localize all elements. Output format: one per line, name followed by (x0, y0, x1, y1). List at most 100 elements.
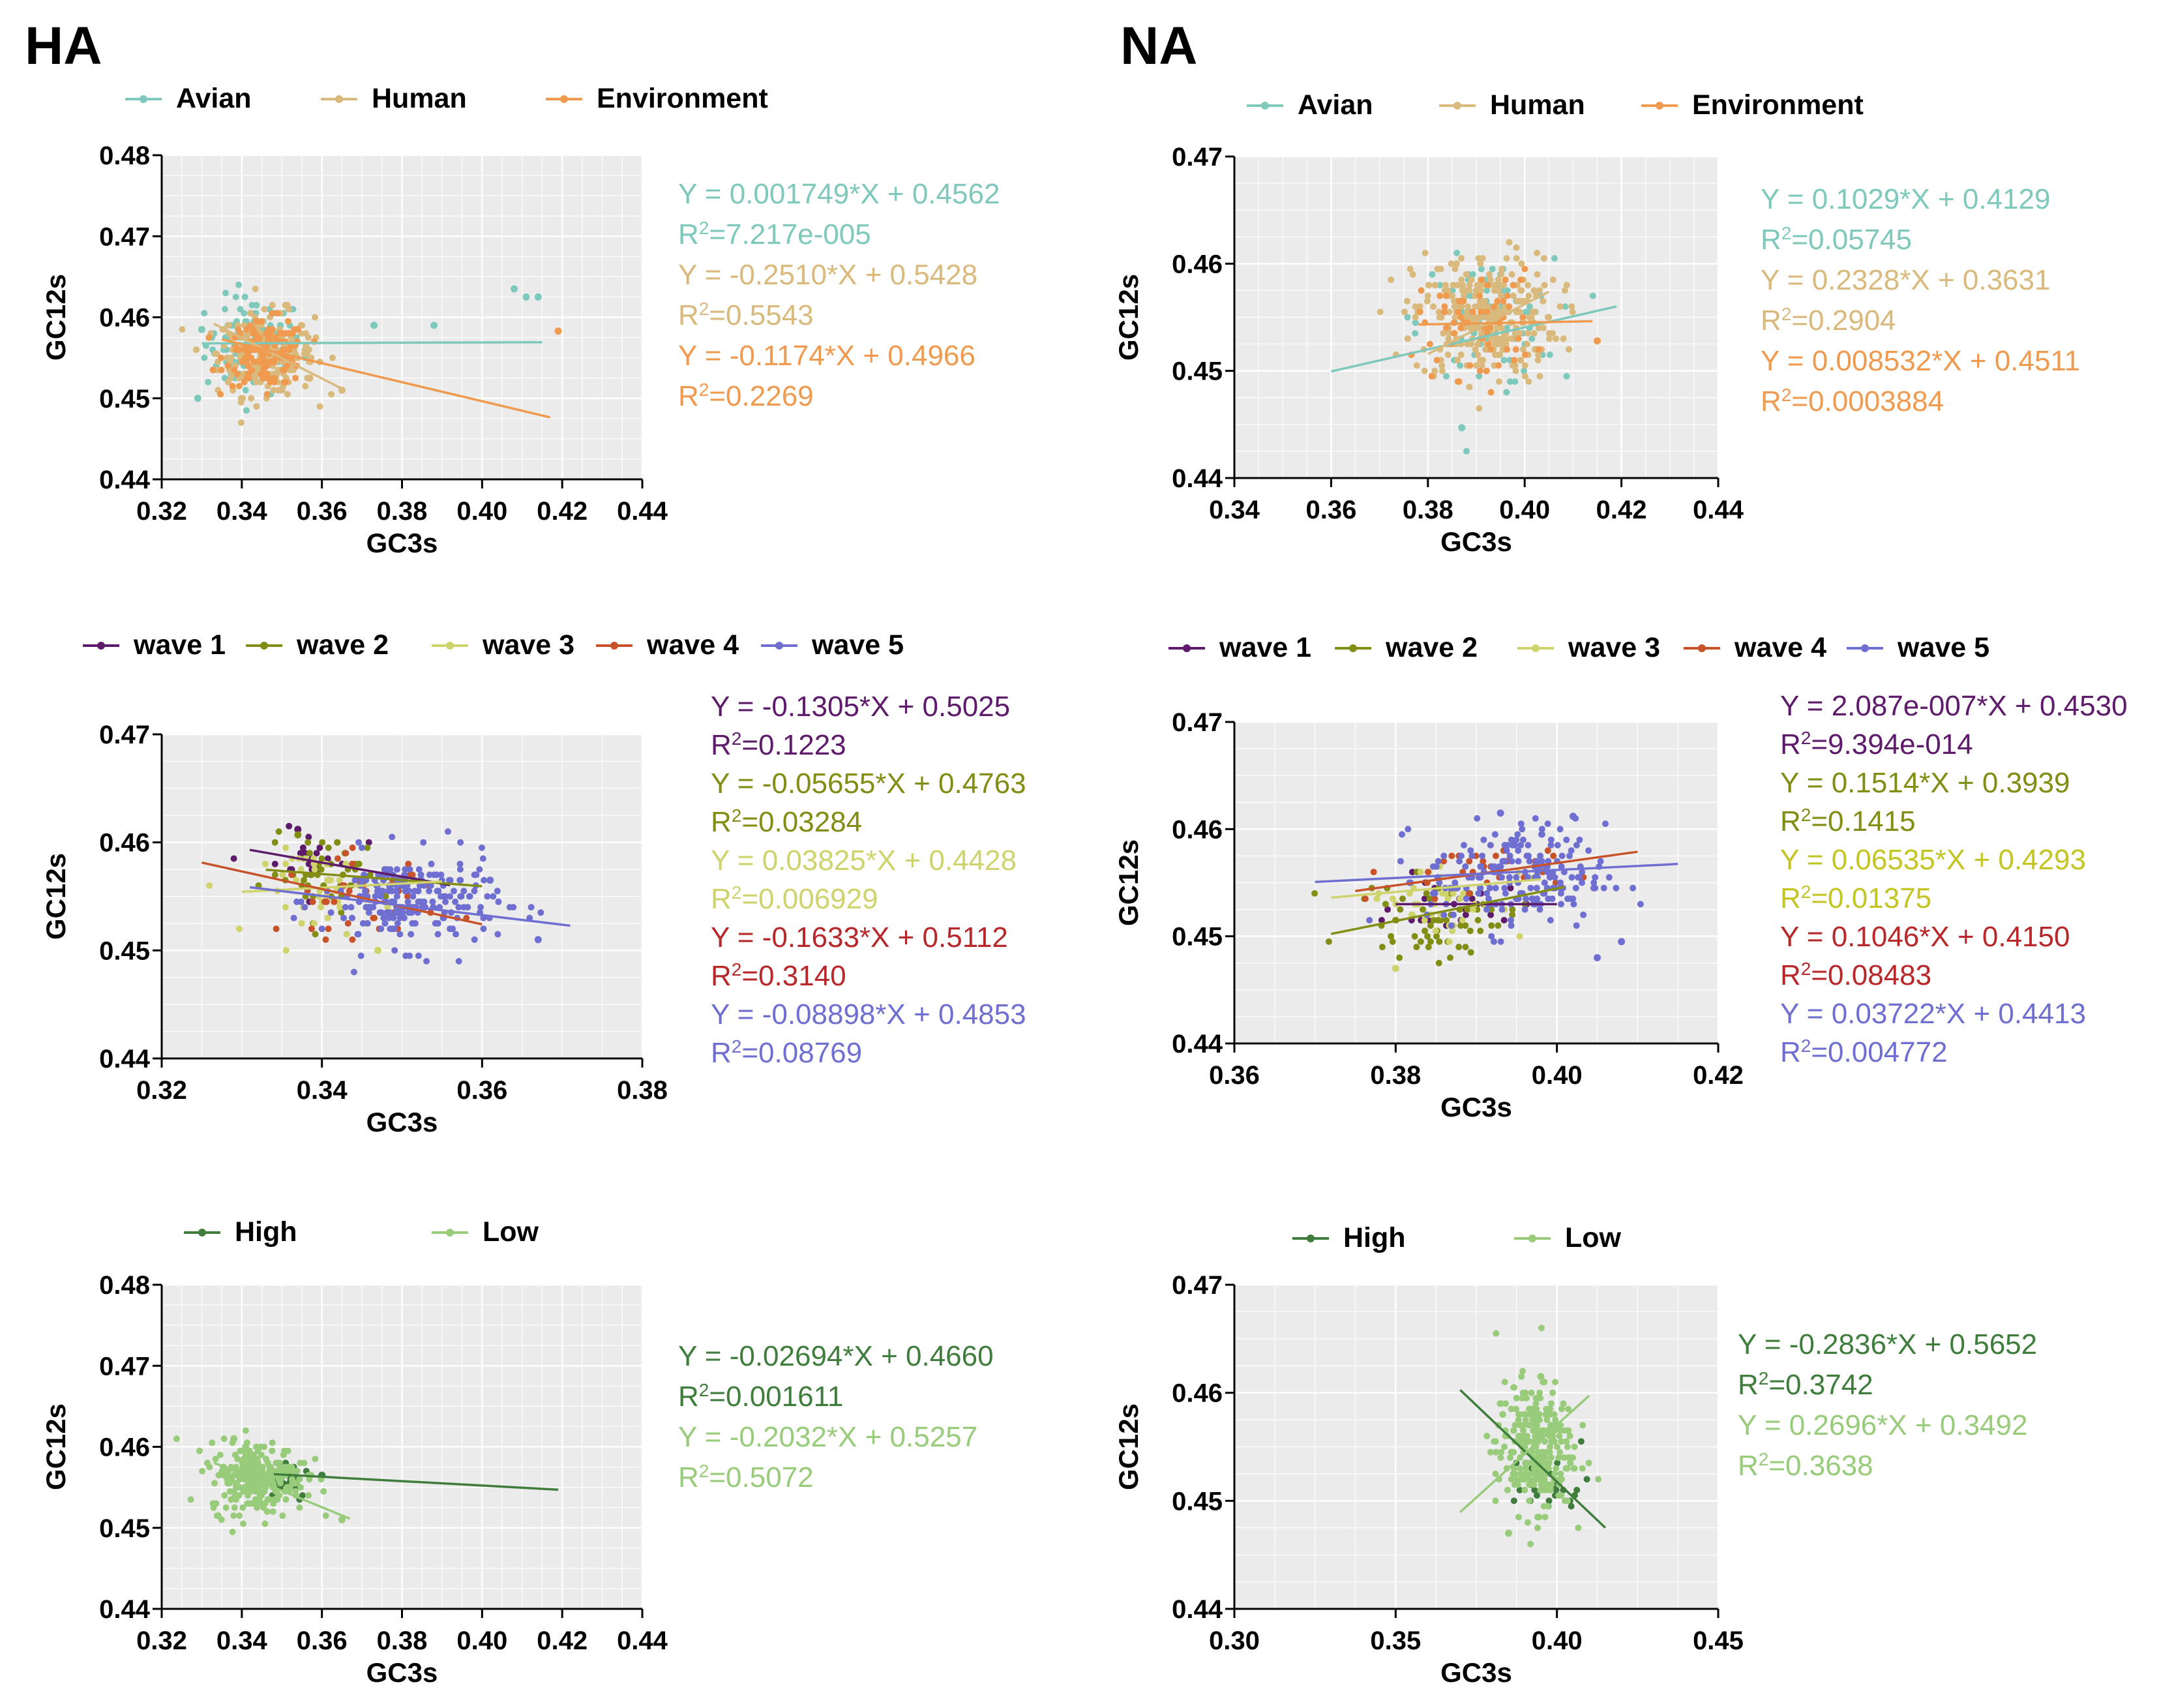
regression-line-wave-5 (249, 886, 571, 927)
data-point-low (1552, 1416, 1559, 1424)
data-point-human (1465, 287, 1472, 294)
data-point-human (1477, 282, 1484, 289)
data-point-low (1493, 1330, 1500, 1337)
data-point-environment (1457, 314, 1465, 321)
regression-equations: Y = 2.087e-007*X + 0.4530 R2=9.394e-014 Y … (1780, 690, 2128, 1068)
data-point-environment (1467, 362, 1474, 369)
data-point-human (1525, 282, 1531, 289)
legend-item-human: Human (1439, 89, 1585, 121)
data-point-low (199, 1467, 206, 1475)
equation-wave-5: Y = 0.03722*X + 0.4413 (1780, 998, 2086, 1030)
data-point-low (173, 1435, 180, 1443)
data-point-low (1510, 1427, 1517, 1434)
legend-swatch-marker (1183, 644, 1191, 652)
r2-low: R2=0.5072 (678, 1461, 814, 1494)
data-point-low (1530, 1481, 1538, 1488)
data-point-wave-2 (271, 839, 278, 846)
data-point-wave-5 (1600, 884, 1607, 891)
data-point-wave-1 (294, 826, 302, 833)
x-tick-label: 0.36 (456, 1076, 507, 1105)
data-point-low (1511, 1422, 1519, 1429)
data-point-wave-5 (1485, 895, 1492, 903)
data-point-low (1525, 1438, 1531, 1445)
data-point-wave-3 (1392, 965, 1399, 972)
y-tick-label: 0.46 (1172, 1379, 1223, 1408)
regression-equations: Y = -0.2836*X + 0.5652 R2=0.3742 Y = 0.269… (1738, 1328, 2037, 1482)
data-point-low (1483, 1432, 1491, 1439)
data-point-wave-5 (1523, 895, 1530, 903)
data-point-wave-2 (1433, 933, 1440, 940)
data-point-wave-5 (411, 888, 419, 895)
data-point-low (1549, 1389, 1556, 1396)
r2-low: R2=0.3638 (1738, 1449, 1873, 1482)
legend-item-low: Low (1514, 1222, 1622, 1253)
y-tick-label: 0.47 (99, 1352, 150, 1381)
data-point-wave-5 (420, 839, 427, 846)
data-point-wave-5 (1541, 879, 1548, 886)
data-point-human (237, 419, 245, 426)
data-point-human (1534, 271, 1541, 278)
data-point-wave-2 (1397, 906, 1404, 913)
data-point-wave-5 (417, 871, 424, 878)
data-point-low (1549, 1432, 1556, 1439)
data-point-environment (282, 378, 290, 385)
data-point-human (227, 374, 234, 382)
data-point-wave-5 (1576, 874, 1583, 881)
data-point-wave-5 (1605, 874, 1613, 881)
data-point-low (187, 1496, 194, 1503)
data-point-avian (241, 293, 248, 301)
data-point-low (1529, 1416, 1536, 1424)
data-point-environment (1510, 282, 1517, 289)
data-point-wave-5 (1525, 842, 1532, 848)
data-point-low (216, 1451, 224, 1458)
x-tick-label: 0.34 (1209, 496, 1260, 524)
data-point-human (1416, 303, 1423, 310)
data-point-wave-5 (1496, 809, 1504, 817)
regression-equations: Y = -0.1305*X + 0.5025 R2=0.1223 Y = -0.05… (711, 691, 1026, 1069)
data-point-environment (254, 318, 261, 325)
regression-line-wave-4 (201, 861, 483, 926)
data-point-environment (1512, 346, 1519, 353)
data-point-wave-5 (1570, 901, 1577, 908)
data-point-environment (257, 358, 264, 365)
data-point-low (1522, 1416, 1529, 1424)
data-point-human (328, 391, 335, 398)
data-point-environment (554, 327, 562, 335)
data-point-low (1565, 1405, 1571, 1413)
data-point-human (1401, 308, 1408, 316)
data-point-wave-5 (1538, 831, 1545, 838)
data-point-low (1537, 1373, 1545, 1381)
data-point-wave-5 (1397, 858, 1404, 865)
data-point-environment (289, 330, 296, 337)
r2-wave-3: R2=0.006929 (711, 882, 878, 916)
data-point-avian (253, 301, 260, 308)
data-point-environment (284, 318, 291, 325)
data-point-wave-2 (1509, 911, 1516, 918)
data-point-wave-5 (380, 914, 387, 921)
data-point-low (305, 1492, 312, 1499)
equation-human: Y = 0.2328*X + 0.3631 (1761, 264, 2050, 296)
data-point-high (1516, 1486, 1523, 1493)
data-point-environment (1519, 314, 1526, 321)
data-point-environment (1476, 292, 1483, 299)
data-point-low (1564, 1427, 1571, 1434)
x-tick-label: 0.30 (1209, 1626, 1260, 1655)
data-point-low (1585, 1460, 1592, 1467)
legend-item-human: Human (321, 83, 467, 114)
data-point-human (1561, 287, 1568, 294)
data-point-wave-5 (438, 871, 445, 878)
data-point-environment (292, 374, 299, 382)
data-point-wave-5 (408, 909, 415, 916)
data-point-wave-5 (389, 833, 396, 841)
data-point-human (1496, 378, 1502, 385)
legend-label: Human (372, 83, 467, 114)
data-point-wave-4 (1466, 858, 1473, 865)
y-tick-label: 0.47 (99, 222, 150, 251)
data-point-wave-5 (1547, 842, 1555, 848)
data-point-environment (250, 358, 258, 365)
data-point-wave-5 (1563, 836, 1570, 843)
data-point-wave-3 (1390, 895, 1396, 903)
x-tick-label: 0.36 (1305, 496, 1356, 524)
data-point-low (254, 1460, 261, 1467)
